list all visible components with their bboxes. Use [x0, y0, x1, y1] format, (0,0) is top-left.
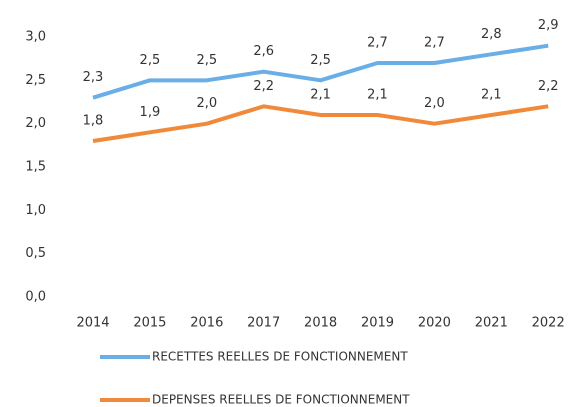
y-tick-label: 1,0 — [25, 203, 46, 218]
x-tick-label: 2022 — [532, 316, 565, 331]
x-tick-label: 2014 — [76, 316, 109, 331]
x-tick-label: 2021 — [475, 316, 508, 331]
data-label: 1,8 — [83, 114, 104, 129]
y-tick-label: 2,5 — [25, 73, 46, 88]
x-tick-label: 2017 — [247, 316, 280, 331]
data-label: 1,9 — [140, 105, 161, 120]
x-tick-label: 2019 — [361, 316, 394, 331]
y-tick-label: 0,5 — [25, 246, 46, 261]
data-label: 2,1 — [481, 88, 502, 103]
y-tick-label: 1,5 — [25, 160, 46, 175]
x-tick-label: 2020 — [418, 316, 451, 331]
x-tick-label: 2016 — [190, 316, 223, 331]
data-label: 2,0 — [196, 96, 217, 111]
series-line — [92, 104, 549, 143]
data-label: 2,5 — [140, 53, 161, 68]
data-label: 2,2 — [253, 79, 274, 94]
data-label: 2,5 — [196, 53, 217, 68]
legend-label: DEPENSES REELLES DE FONCTIONNEMENT — [152, 393, 410, 407]
y-tick-label: 2,0 — [25, 116, 46, 131]
data-label: 2,1 — [367, 88, 388, 103]
legend-label: RECETTES REELLES DE FONCTIONNEMENT — [152, 350, 408, 364]
x-tick-label: 2018 — [304, 316, 337, 331]
data-label: 2,3 — [83, 70, 104, 85]
series-line — [92, 43, 549, 100]
y-tick-label: 3,0 — [25, 30, 46, 45]
data-label: 2,0 — [424, 96, 445, 111]
data-label: 2,8 — [481, 27, 502, 42]
data-label: 2,9 — [538, 18, 559, 33]
data-label: 2,6 — [253, 44, 274, 59]
data-label: 2,2 — [538, 79, 559, 94]
y-tick-label: 0,0 — [25, 290, 46, 305]
data-label: 2,7 — [367, 36, 388, 51]
data-label: 2,7 — [424, 36, 445, 51]
data-label: 2,1 — [310, 88, 331, 103]
x-tick-label: 2015 — [133, 316, 166, 331]
data-label: 2,5 — [310, 53, 331, 68]
